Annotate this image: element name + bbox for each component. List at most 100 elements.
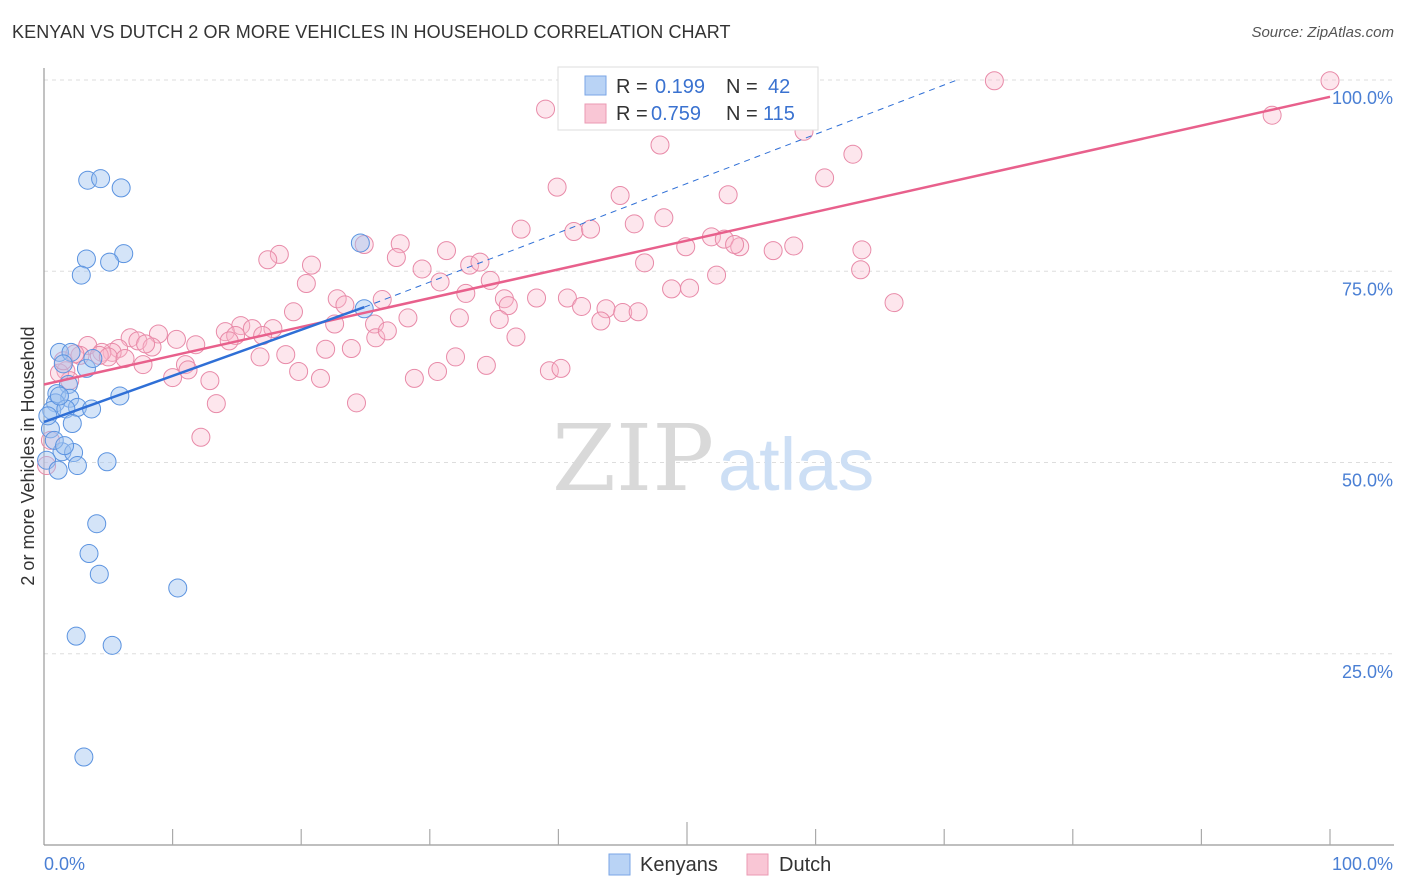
dutch-point bbox=[884, 293, 904, 313]
dutch-point bbox=[470, 252, 490, 272]
dutch-point bbox=[449, 308, 469, 328]
kenyans-n-label: N = bbox=[726, 76, 758, 98]
dutch-swatch bbox=[584, 103, 607, 124]
kenyans-point bbox=[89, 564, 109, 584]
dutch-n-value: 115 bbox=[763, 103, 795, 125]
kenyans-point bbox=[83, 348, 103, 368]
dutch-point bbox=[680, 278, 700, 298]
legend-kenyans-swatch[interactable] bbox=[608, 853, 631, 876]
kenyans-point bbox=[44, 430, 64, 450]
dutch-point bbox=[572, 296, 592, 316]
kenyans-point bbox=[91, 169, 111, 189]
dutch-point bbox=[843, 144, 863, 164]
dutch-point bbox=[289, 361, 309, 381]
dutch-point bbox=[557, 288, 577, 308]
dutch-point bbox=[166, 329, 186, 349]
kenyans-point bbox=[66, 626, 86, 646]
dutch-point bbox=[398, 308, 418, 328]
kenyans-trend-line bbox=[43, 306, 365, 424]
dutch-point bbox=[725, 234, 745, 254]
dutch-point bbox=[296, 273, 316, 293]
dutch-point bbox=[316, 339, 336, 359]
watermark-zip: ZIP bbox=[552, 405, 714, 512]
dutch-r-value: 0.759 bbox=[651, 103, 701, 125]
dutch-point bbox=[628, 302, 648, 322]
dutch-point bbox=[200, 371, 220, 391]
dutch-point bbox=[718, 185, 738, 205]
dutch-point bbox=[539, 361, 559, 381]
kenyans-point bbox=[49, 342, 69, 362]
dutch-point bbox=[269, 244, 289, 264]
kenyan-points bbox=[37, 169, 374, 767]
source-label: Source: ZipAtlas.com bbox=[1251, 24, 1394, 41]
dutch-point bbox=[654, 208, 674, 228]
dutch-point bbox=[852, 240, 872, 260]
gridlines bbox=[44, 79, 1394, 655]
kenyans-point bbox=[67, 456, 87, 476]
dutch-point bbox=[707, 265, 727, 285]
kenyans-point bbox=[74, 747, 94, 767]
dutch-n-label: N = bbox=[726, 103, 758, 125]
dutch-point bbox=[662, 279, 682, 299]
dutch-point bbox=[377, 321, 397, 341]
y-tick-label: 25.0% bbox=[1342, 662, 1393, 682]
dutch-point bbox=[412, 259, 432, 279]
dutch-point bbox=[511, 219, 531, 239]
dutch-point bbox=[310, 368, 330, 388]
kenyans-point bbox=[71, 265, 91, 285]
kenyans-point bbox=[61, 342, 81, 362]
chart-title: KENYAN VS DUTCH 2 OR MORE VEHICLES IN HO… bbox=[12, 22, 731, 42]
series-legend: Kenyans Dutch bbox=[608, 853, 831, 876]
kenyans-point bbox=[48, 460, 68, 480]
dutch-point bbox=[624, 214, 644, 234]
dutch-point bbox=[1320, 71, 1340, 91]
dutch-point bbox=[258, 250, 278, 270]
dutch-point bbox=[366, 328, 386, 348]
legend-kenyans-label[interactable]: Kenyans bbox=[640, 854, 718, 876]
legend-dutch-label[interactable]: Dutch bbox=[779, 854, 831, 876]
dutch-point bbox=[984, 71, 1004, 91]
trend-lines bbox=[43, 79, 1331, 424]
dutch-r-label: R = bbox=[616, 103, 648, 125]
dutch-point bbox=[815, 168, 835, 188]
kenyans-point bbox=[38, 406, 58, 426]
dutch-point bbox=[784, 236, 804, 256]
watermark: ZIP atlas bbox=[552, 405, 874, 512]
dutch-point bbox=[527, 288, 547, 308]
dutch-point bbox=[250, 347, 270, 367]
dutch-point bbox=[372, 290, 392, 310]
stats-legend: R = 0.199 N = 42 R = 0.759 N = 115 bbox=[557, 66, 819, 131]
dutch-point bbox=[536, 99, 556, 119]
legend-dutch-swatch[interactable] bbox=[746, 853, 769, 876]
kenyans-r-value: 0.199 bbox=[655, 76, 705, 98]
kenyans-point bbox=[114, 244, 134, 264]
y-axis-label: 2 or more Vehicles in Household bbox=[18, 326, 38, 585]
kenyans-n-value: 42 bbox=[768, 76, 790, 98]
dutch-point bbox=[136, 334, 156, 354]
dutch-point bbox=[476, 355, 496, 375]
kenyans-point bbox=[100, 252, 120, 272]
dutch-point bbox=[650, 135, 670, 155]
x-tick-label: 0.0% bbox=[44, 854, 85, 874]
dutch-point bbox=[591, 311, 611, 331]
dutch-point bbox=[446, 347, 466, 367]
dutch-point bbox=[610, 186, 630, 206]
dutch-point bbox=[730, 237, 750, 257]
kenyans-point bbox=[87, 514, 107, 534]
kenyans-point bbox=[79, 544, 99, 564]
kenyans-swatch bbox=[584, 75, 607, 96]
kenyans-point bbox=[97, 452, 117, 472]
dutch-point bbox=[191, 427, 211, 447]
dutch-point bbox=[763, 241, 783, 261]
dutch-point bbox=[460, 255, 480, 275]
dutch-point bbox=[37, 456, 57, 476]
dutch-point bbox=[276, 345, 296, 365]
dutch-point bbox=[346, 393, 366, 413]
dutch-point bbox=[506, 327, 526, 347]
kenyans-point bbox=[111, 178, 131, 198]
dutch-point bbox=[428, 361, 448, 381]
kenyans-r-label: R = bbox=[616, 76, 648, 98]
dutch-point bbox=[128, 331, 148, 351]
dutch-point bbox=[551, 358, 571, 378]
kenyans-point bbox=[55, 436, 75, 456]
